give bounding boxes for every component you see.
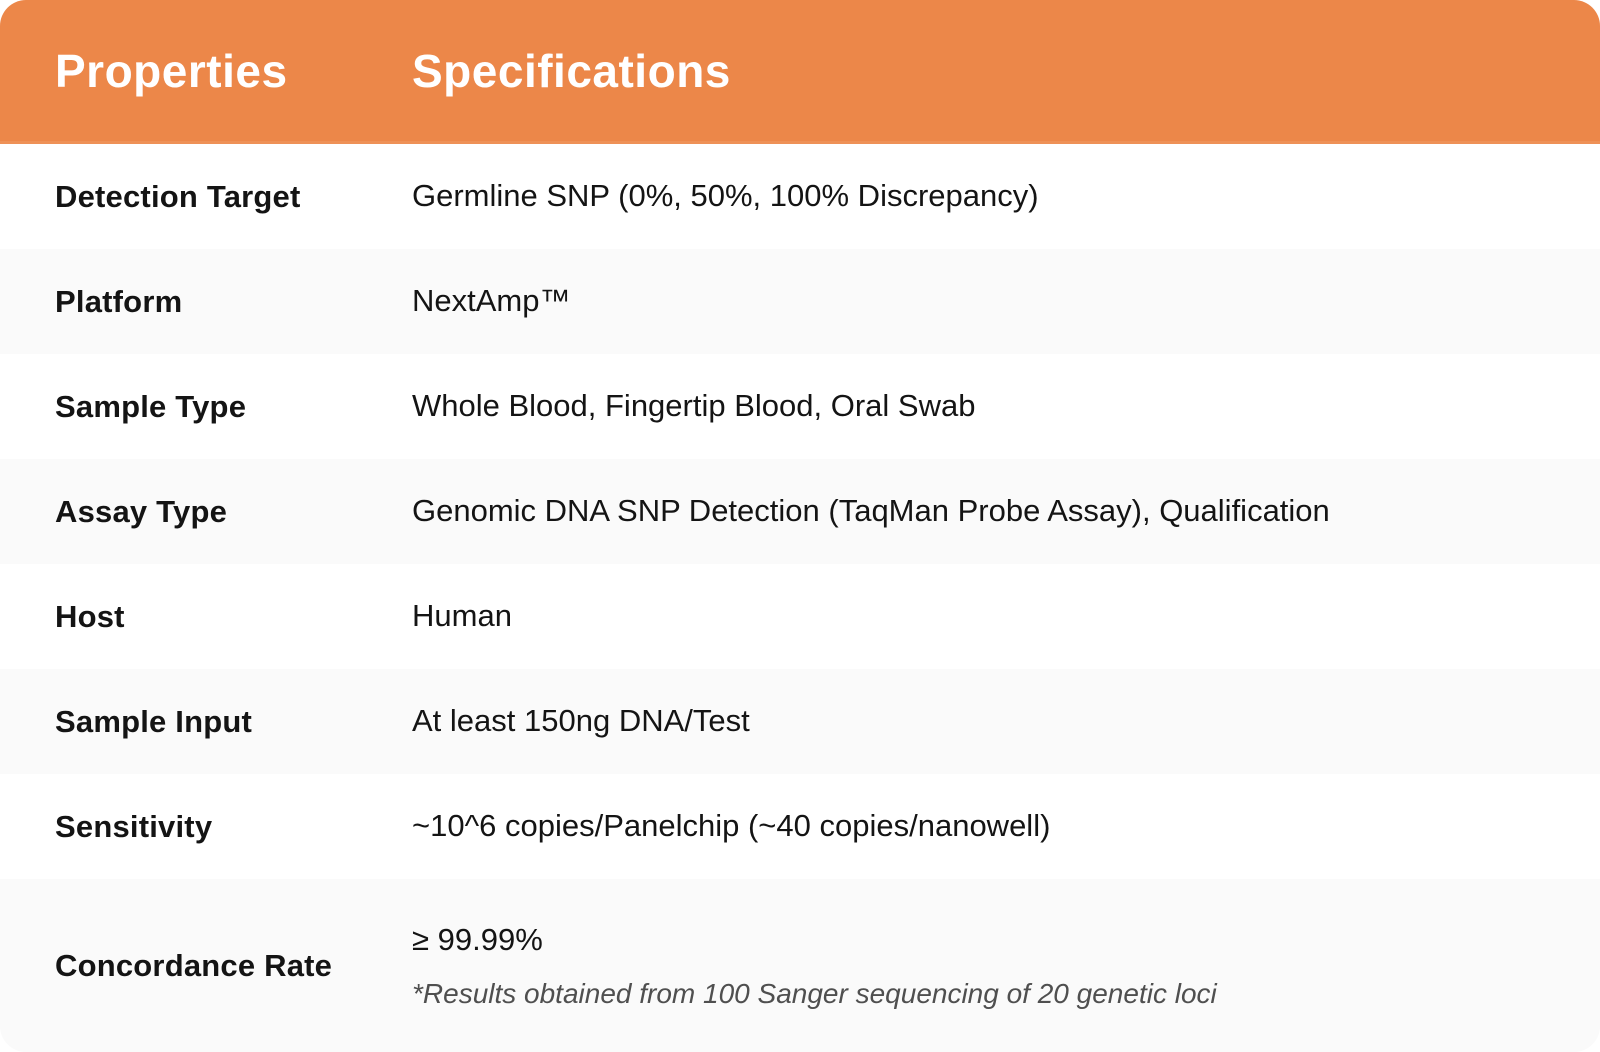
specification-cell: Genomic DNA SNP Detection (TaqMan Probe … <box>412 493 1330 529</box>
table-row-platform: Platform NextAmp™ <box>0 249 1600 354</box>
property-cell: Assay Type <box>55 493 228 529</box>
header-specifications: Specifications <box>412 44 731 97</box>
specification-cell: ~10^6 copies/Panelchip (~40 copies/nanow… <box>412 808 1051 844</box>
table-row-assay-type: Assay Type Genomic DNA SNP Detection (Ta… <box>0 459 1600 564</box>
property-cell: Sample Type <box>55 388 247 424</box>
table-row-concordance-rate: Concordance Rate ≥ 99.99% *Results obtai… <box>0 879 1600 1052</box>
property-cell: Platform <box>55 283 183 319</box>
header-properties: Properties <box>55 44 288 97</box>
specification-cell: NextAmp™ <box>412 283 571 319</box>
specification-cell: Human <box>412 598 512 634</box>
property-cell: Sample Input <box>55 703 253 739</box>
property-cell: Host <box>55 598 125 634</box>
specification-cell: At least 150ng DNA/Test <box>412 703 750 739</box>
table-row-sensitivity: Sensitivity ~10^6 copies/Panelchip (~40 … <box>0 774 1600 879</box>
specification-cell: Whole Blood, Fingertip Blood, Oral Swab <box>412 388 976 424</box>
table-header: Properties Specifications <box>0 0 1600 144</box>
specification-value: ≥ 99.99% <box>412 922 543 958</box>
table-body: Detection Target Germline SNP (0%, 50%, … <box>0 144 1600 1052</box>
table-row-sample-type: Sample Type Whole Blood, Fingertip Blood… <box>0 354 1600 459</box>
specification-cell: ≥ 99.99% *Results obtained from 100 Sang… <box>412 921 1600 1011</box>
table-row-host: Host Human <box>0 564 1600 669</box>
specification-cell: Germline SNP (0%, 50%, 100% Discrepancy) <box>412 178 1039 214</box>
property-cell: Sensitivity <box>55 808 213 844</box>
property-cell: Concordance Rate <box>55 948 333 983</box>
table-row-detection-target: Detection Target Germline SNP (0%, 50%, … <box>0 144 1600 249</box>
table-row-sample-input: Sample Input At least 150ng DNA/Test <box>0 669 1600 774</box>
specification-footnote: *Results obtained from 100 Sanger sequen… <box>412 977 1217 1009</box>
property-cell: Detection Target <box>55 178 301 214</box>
